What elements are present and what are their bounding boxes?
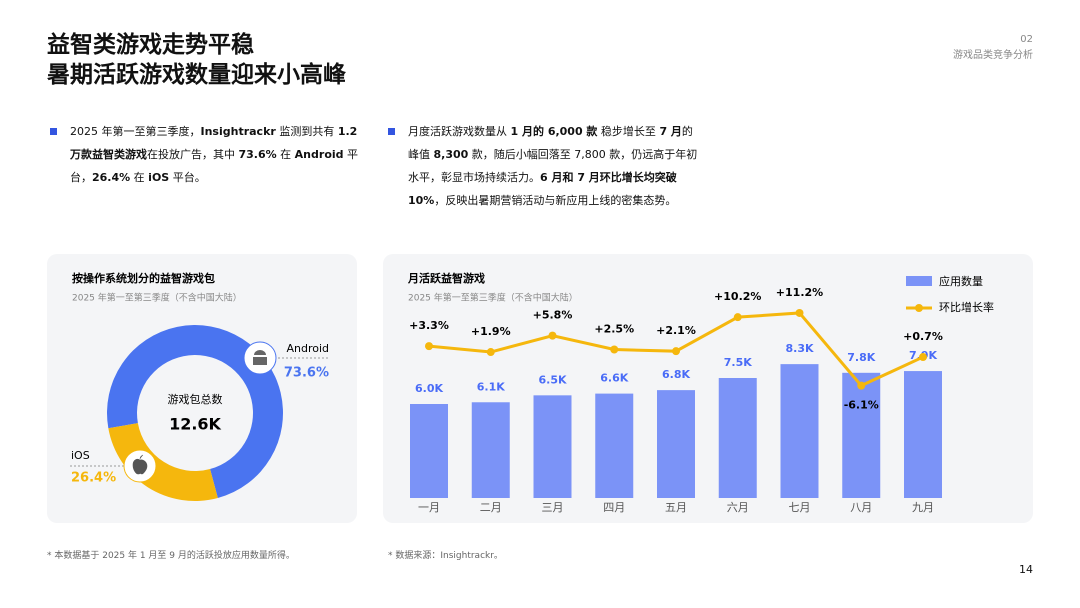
legend-label: 应用数量 bbox=[939, 274, 983, 288]
page-code: 02 bbox=[1020, 34, 1033, 45]
line-point bbox=[610, 345, 619, 354]
chart-title: 按操作系统划分的益智游戏包 bbox=[72, 271, 215, 285]
bullet-text: 在 bbox=[130, 171, 149, 184]
value-label: 26.4% bbox=[71, 471, 116, 486]
bullet-text: 的峰值 bbox=[408, 125, 693, 161]
bar bbox=[904, 371, 942, 498]
line-value-label: +2.5% bbox=[594, 323, 634, 336]
bar bbox=[471, 402, 510, 498]
legend-dot bbox=[915, 304, 923, 312]
bar bbox=[842, 372, 881, 498]
line-value-label: +3.3% bbox=[409, 319, 449, 332]
line-point bbox=[733, 313, 742, 322]
chart-subtitle: 2025 年第一至第三季度（不含中国大陆） bbox=[408, 292, 578, 304]
bullet-text: Insightrackr bbox=[200, 125, 276, 138]
bullet-text: 在投放广告，其中 bbox=[147, 148, 239, 161]
legend-label: iOS bbox=[71, 449, 90, 462]
bullet-text: 平台。 bbox=[169, 171, 206, 184]
x-tick-label: 三月 bbox=[542, 501, 564, 514]
bullet-text: 监测到共有 bbox=[275, 125, 338, 138]
donut-slice bbox=[107, 325, 283, 498]
apple-icon bbox=[132, 454, 148, 475]
footnote: * 数据来源：Insightrackr。 bbox=[388, 551, 503, 561]
line-point bbox=[425, 342, 433, 351]
footnote: * 本数据基于 2025 年 1 月至 9 月的活跃投放应用数量所得。 bbox=[47, 551, 295, 561]
bullet-text: ，反映出暑期营销活动与新应用上线的密集态势。 bbox=[434, 194, 677, 207]
bullet-text: 2025 年第一至第三季度， bbox=[70, 125, 201, 138]
bullet-text: 平台， bbox=[70, 148, 359, 184]
bar-value-label: 6.1K bbox=[477, 380, 505, 393]
legend-label: 环比增长率 bbox=[939, 300, 994, 314]
bar-value-label: 7.8K bbox=[847, 351, 875, 364]
line-point bbox=[672, 347, 680, 356]
chart-subtitle: 2025 年第一至第三季度（不含中国大陆） bbox=[72, 292, 242, 304]
line-point bbox=[795, 308, 804, 317]
x-tick-label: 二月 bbox=[480, 501, 502, 514]
bullet-text: 月度活跃游戏数量从 bbox=[408, 125, 511, 138]
bullet-text: 1 月的 6,000 款 bbox=[510, 125, 598, 138]
bar-value-label: 6.6K bbox=[600, 372, 628, 385]
bar bbox=[410, 404, 448, 498]
center-label: 游戏包总数 bbox=[168, 392, 223, 406]
line-value-label: +10.2% bbox=[714, 290, 761, 303]
x-tick-label: 五月 bbox=[665, 501, 687, 514]
page-number: 14 bbox=[1019, 563, 1033, 576]
legend-label: Android bbox=[286, 342, 329, 355]
bar bbox=[780, 364, 819, 498]
bullet-text: 稳步增长至 bbox=[597, 125, 660, 138]
chart-title: 月活跃益智游戏 bbox=[407, 271, 485, 285]
bar bbox=[533, 395, 572, 498]
x-tick-label: 一月 bbox=[418, 501, 440, 514]
bar bbox=[657, 390, 695, 498]
bullet-text: 在 bbox=[276, 148, 295, 161]
bullet: 月度活跃游戏数量从 1 月的 6,000 款 稳步增长至 7 月的峰值 8,30… bbox=[388, 120, 698, 212]
bar-value-label: 6.5K bbox=[538, 373, 566, 386]
bullet-text: 1.2 万款益智类游戏 bbox=[70, 125, 358, 161]
line-value-label: +5.8% bbox=[533, 309, 573, 322]
bar-value-label: 8.3K bbox=[785, 342, 813, 355]
line-value-label: +1.9% bbox=[471, 325, 511, 338]
line-point bbox=[919, 353, 927, 362]
bullet-text: 7 月 bbox=[659, 125, 682, 138]
bullet: 2025 年第一至第三季度，Insightrackr 监测到共有 1.2 万款益… bbox=[50, 120, 360, 189]
section-name: 游戏品类竞争分析 bbox=[953, 50, 1033, 61]
x-tick-label: 四月 bbox=[603, 501, 625, 514]
donut-slice bbox=[108, 423, 218, 502]
bullet-text: 8,300 bbox=[433, 148, 469, 161]
line-value-label: +11.2% bbox=[776, 286, 823, 299]
bullet-text: 6 月和 7 月环比增长均突破 10% bbox=[408, 171, 677, 207]
line-value-label: +0.7% bbox=[903, 330, 943, 343]
legend-swatch bbox=[906, 276, 932, 286]
title: 益智类游戏走势平稳 暑期活跃游戏数量迎来小高峰 bbox=[47, 30, 346, 90]
value-label: 73.6% bbox=[284, 366, 329, 381]
section-info: 02 游戏品类竞争分析 bbox=[953, 32, 1033, 64]
bar bbox=[718, 378, 757, 498]
x-tick-label: 八月 bbox=[850, 501, 872, 514]
line-point bbox=[857, 381, 866, 390]
bullet-text: iOS bbox=[148, 171, 170, 184]
title-line: 暑期活跃游戏数量迎来小高峰 bbox=[47, 62, 346, 88]
bar-value-label: 6.0K bbox=[415, 382, 443, 395]
x-tick-label: 九月 bbox=[912, 501, 934, 514]
title-line: 益智类游戏走势平稳 bbox=[47, 32, 254, 58]
bullet-text: 26.4% bbox=[92, 171, 131, 184]
android-icon bbox=[253, 350, 267, 365]
x-tick-label: 七月 bbox=[789, 501, 811, 514]
bullet-text: Android bbox=[294, 148, 344, 161]
line-point bbox=[486, 348, 495, 357]
line-point bbox=[548, 331, 557, 340]
bar bbox=[595, 393, 634, 498]
line-value-label: -6.1% bbox=[844, 399, 879, 412]
bar-value-label: 6.8K bbox=[662, 368, 690, 381]
line-value-label: +2.1% bbox=[656, 324, 696, 337]
bullet-text: 73.6% bbox=[238, 148, 277, 161]
bar-value-label: 7.5K bbox=[724, 356, 752, 369]
x-tick-label: 六月 bbox=[727, 501, 749, 514]
center-value: 12.6K bbox=[169, 415, 221, 434]
bullet-text: 款，随后小幅回落至 7,800 款，仍远高于年初水平，彰显市场持续活力。 bbox=[408, 148, 698, 184]
